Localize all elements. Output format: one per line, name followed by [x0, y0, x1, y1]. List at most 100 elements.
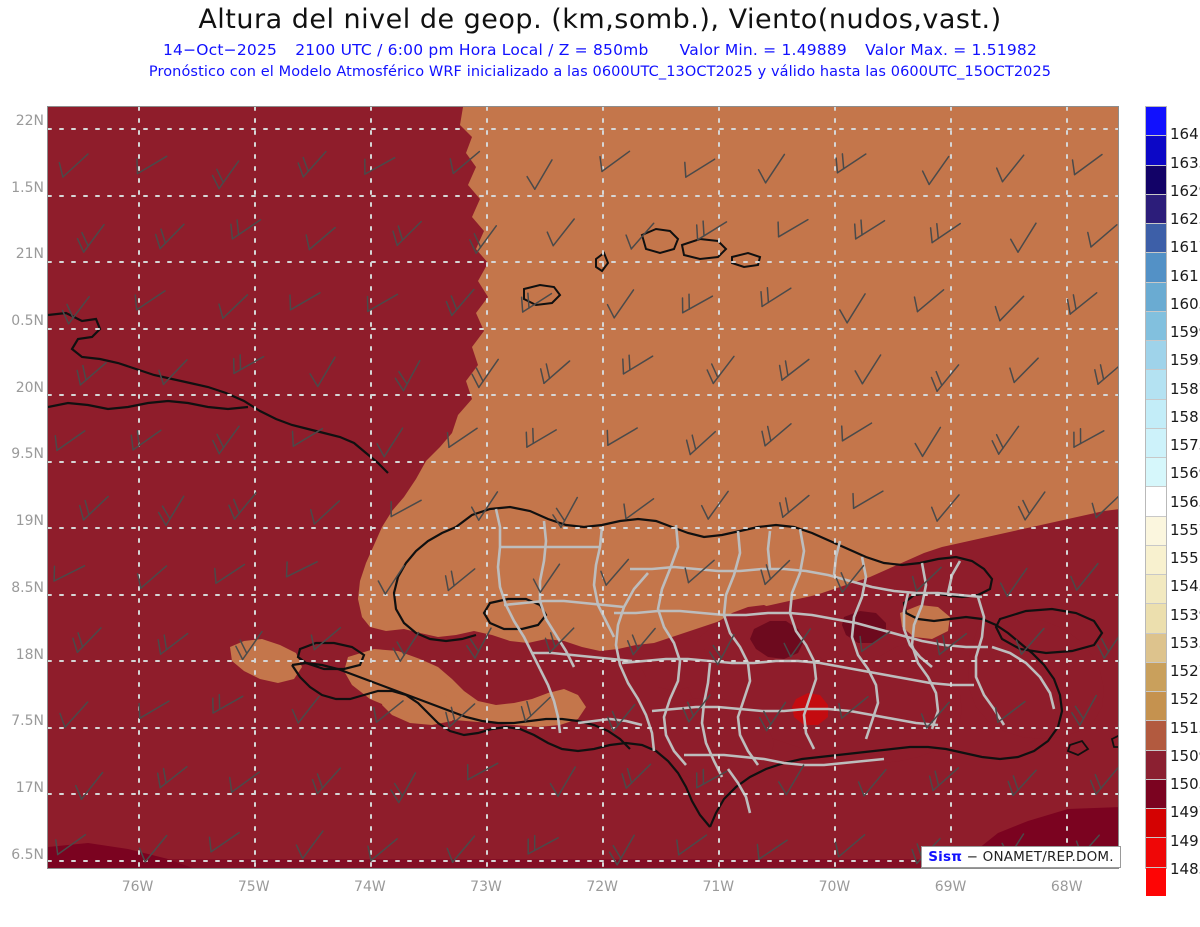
wind-barb-flag [58, 161, 64, 178]
wind-barb-shaft [687, 559, 715, 584]
credit-org: − ONAMET/REP.DOM. [966, 849, 1114, 865]
province-border-1 [656, 524, 687, 766]
wind-barb-shaft [383, 427, 404, 458]
wind-barb-flag [316, 773, 324, 789]
wind-barb-shaft [132, 429, 162, 451]
wind-barb-flag [212, 439, 220, 455]
map-panel[interactable] [47, 106, 1119, 869]
wind-barb-flag [544, 637, 551, 654]
wind-barb-shaft [135, 290, 166, 311]
wind-barb-shaft [916, 289, 945, 313]
wind-barb-flag [599, 155, 603, 173]
wind-barb-shaft [1097, 366, 1118, 385]
wind-barb-shaft [534, 159, 553, 190]
coastline-cuba [48, 311, 389, 474]
province-border-22 [532, 651, 633, 663]
wind-barb-shaft [552, 218, 575, 247]
coastline-bahamas-2 [680, 237, 728, 261]
wind-barb-flag [685, 439, 691, 456]
wind-barb-flag [398, 370, 408, 385]
wind-barb-flag [622, 358, 625, 375]
wind-barb-shaft [761, 287, 792, 308]
wind-barb-flag [606, 303, 615, 319]
wind-barb-shaft [1024, 491, 1046, 521]
colorbar-swatch-1617 [1146, 224, 1166, 254]
wind-barb-flag [450, 570, 455, 587]
wind-barb-shaft [527, 837, 559, 855]
wind-barb-flag [527, 292, 530, 309]
wind-barb-flag [706, 369, 715, 385]
colorbar-swatch-1635 [1146, 136, 1166, 166]
wind-barb-flag [1009, 367, 1015, 384]
wind-barb-flag [760, 569, 766, 586]
wind-barb-shaft [317, 356, 336, 388]
wind-barb-flag [310, 634, 316, 651]
wind-barb-flag [157, 638, 162, 655]
wind-barb-flag [928, 775, 934, 792]
wind-barb-shaft [451, 835, 476, 863]
lat-tick-6.5N: 6.5N [11, 846, 44, 863]
wind-barb-shaft [477, 491, 499, 521]
wind-barb-flag [450, 706, 456, 723]
wind-barb-flag [600, 570, 607, 586]
lat-tick-21N: 21N [15, 246, 44, 263]
wind-barb-flag [376, 443, 385, 458]
wind-barb-shaft [1069, 292, 1098, 315]
colorbar-label-1635: 1635 [1170, 153, 1200, 172]
lat-tick-8.5N: 8.5N [11, 579, 44, 596]
wind-barb-flag [162, 767, 167, 784]
wind-barb-flag [608, 851, 618, 866]
wind-barb-flag [446, 431, 450, 449]
wind-barb-flag [838, 702, 843, 719]
wind-barb-flag [218, 303, 224, 320]
province-border-16 [832, 540, 842, 576]
wind-barb-flag [546, 231, 554, 247]
shade-core-sierra [640, 637, 708, 691]
wind-barb-flag [549, 782, 559, 798]
wind-barb-shaft [707, 490, 729, 520]
wind-barb-flag [935, 370, 943, 387]
colorbar-label-1527: 1527 [1170, 662, 1200, 681]
wind-barb-flag [930, 376, 938, 392]
colorbar-label-1605: 1605 [1170, 294, 1200, 313]
wind-barb-shaft [840, 695, 869, 719]
wind-barb-flag [291, 430, 295, 447]
wind-barb-flag [216, 168, 225, 184]
coastline-hispaniola-north [455, 505, 1064, 828]
wind-barb-flag [761, 430, 766, 447]
wind-barb-shaft [861, 354, 882, 385]
wind-barb-flag [1022, 499, 1031, 515]
wind-barb-shaft [765, 701, 787, 732]
wind-barb-shaft [1079, 694, 1098, 726]
wind-barb-flag [555, 507, 566, 522]
wind-barb-flag [136, 430, 140, 447]
wind-barb-shaft [56, 430, 86, 452]
wind-barb-flag [757, 169, 767, 184]
colorbar-swatch-1611 [1146, 253, 1166, 283]
wind-barb-flag [860, 219, 863, 236]
header-subtitle-line2: Pronóstico con el Modelo Atmosférico WRF… [148, 64, 1052, 81]
wind-barb-shaft [616, 834, 635, 866]
wind-barb-shaft [696, 770, 728, 789]
wind-barb-flag [396, 641, 406, 656]
wind-barb-shaft [543, 360, 571, 385]
wind-barb-flag [929, 227, 933, 244]
wind-barb-flag [392, 230, 398, 247]
wind-barb-flag [778, 364, 783, 381]
colorbar-swatch-1605 [1146, 282, 1166, 312]
colorbar-swatch-1593 [1146, 341, 1166, 371]
wind-barb-shaft [313, 626, 342, 651]
forecast-map[interactable] [48, 107, 1119, 869]
wind-barb-shaft [789, 628, 812, 658]
colorbar-label-1587: 1587 [1170, 379, 1200, 398]
header-subtitle-line1: 14−Oct−2025 2100 UTC / 6:00 pm Hora Loca… [0, 34, 1200, 59]
wind-barb-flag [297, 162, 305, 178]
colorbar-label-1623: 1623 [1170, 210, 1200, 229]
coastline-cuba-south [48, 399, 249, 411]
wind-barb-flag [138, 702, 141, 720]
coastline-bahamas-1 [640, 227, 680, 255]
wind-barb-shaft [301, 830, 324, 860]
wind-barb-shaft [557, 766, 577, 798]
colorbar[interactable] [1145, 106, 1167, 896]
wind-barb-shaft [67, 295, 90, 325]
